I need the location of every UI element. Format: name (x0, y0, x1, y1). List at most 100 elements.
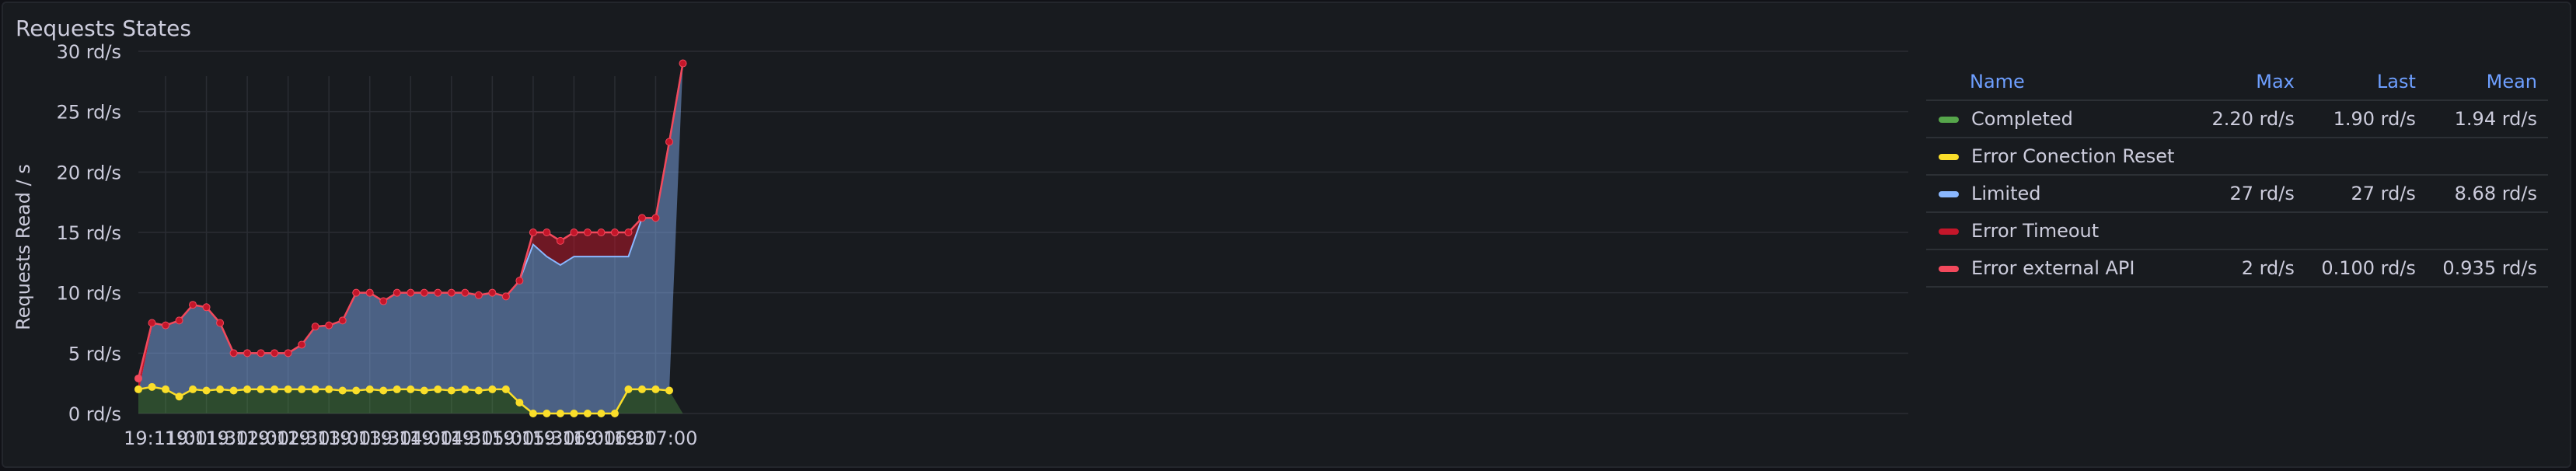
x-tick-label: 19:17:00 (614, 427, 698, 449)
y-tick-label: 25 rd/s (57, 102, 121, 124)
legend-label: Error Conection Reset (1971, 145, 2175, 167)
data-point (421, 289, 428, 296)
legend-header-mean[interactable]: Mean (2426, 64, 2548, 101)
data-point (651, 385, 660, 393)
legend-header-last[interactable]: Last (2305, 64, 2427, 101)
legend-mean-value: 8.68 rd/s (2426, 175, 2548, 213)
x-tick-label: 19:11:00 (124, 427, 208, 449)
legend-series-name[interactable]: Limited (1926, 175, 2197, 213)
data-point (597, 410, 606, 417)
data-point (448, 289, 455, 296)
data-point (679, 60, 686, 67)
data-point (407, 289, 414, 296)
data-point (134, 374, 142, 382)
x-tick-label: 19:13:00 (287, 427, 371, 449)
data-point (435, 289, 442, 296)
data-point (407, 385, 415, 393)
x-tick-label: 19:13:30 (328, 427, 412, 449)
x-tick-label: 19:15:00 (450, 427, 534, 449)
y-tick-label: 20 rd/s (57, 162, 121, 183)
data-point (284, 350, 291, 357)
data-point (489, 289, 496, 296)
data-point (366, 289, 373, 296)
data-point (298, 341, 305, 348)
data-point (230, 350, 237, 357)
x-tick-label: 19:12:00 (205, 427, 289, 449)
legend-row[interactable]: Error Timeout (1926, 212, 2548, 250)
y-tick-label: 10 rd/s (57, 283, 121, 305)
data-point (557, 237, 564, 244)
legend-max-value (2196, 212, 2305, 250)
data-point (584, 229, 591, 236)
data-point (556, 410, 564, 417)
legend-table: Name Max Last Mean Completed 2.20 rd/s 1.9… (1926, 64, 2548, 288)
data-point (243, 385, 252, 393)
completed-points (134, 382, 674, 417)
completed-line (138, 386, 670, 415)
data-point (516, 277, 523, 284)
data-point (162, 322, 169, 329)
data-point (176, 317, 183, 324)
data-point (462, 289, 469, 296)
legend-series-name[interactable]: Error Timeout (1926, 212, 2197, 250)
data-point (271, 385, 279, 393)
data-point (338, 386, 347, 395)
legend-last-value: 0.100 rd/s (2305, 249, 2427, 288)
data-point (284, 385, 292, 393)
y-tick-label: 5 rd/s (68, 343, 121, 365)
limited-area (138, 63, 683, 414)
data-point (652, 215, 659, 222)
data-point (311, 385, 319, 393)
legend-header-max[interactable]: Max (2196, 64, 2305, 101)
legend-row[interactable]: Completed 2.20 rd/s 1.90 rd/s 1.94 rd/s (1926, 100, 2548, 138)
y-axis-label: Requests Read / s (12, 164, 34, 330)
x-tick-label: 19:15:30 (491, 427, 575, 449)
legend-last-value (2305, 212, 2427, 250)
data-point (529, 229, 536, 236)
legend-label: Limited (1971, 183, 2041, 204)
data-point (434, 385, 442, 393)
legend-label: Error Timeout (1971, 220, 2100, 242)
legend-header-name[interactable]: Name (1926, 64, 2197, 101)
legend-series-name[interactable]: Completed (1926, 100, 2197, 138)
data-point (134, 385, 142, 393)
data-point (379, 386, 388, 395)
panel-title[interactable]: Requests States (16, 16, 191, 41)
legend-series-name[interactable]: Error Conection Reset (1926, 138, 2197, 176)
data-point (610, 410, 619, 417)
data-point (543, 410, 551, 417)
data-point (570, 410, 578, 417)
data-point (380, 298, 387, 305)
data-point (325, 385, 333, 393)
data-point (353, 289, 360, 296)
data-point (571, 229, 578, 236)
grid-lines (138, 51, 1908, 414)
legend-swatch (1939, 154, 1959, 160)
data-point (326, 322, 333, 329)
data-point (339, 317, 346, 324)
data-point (257, 350, 264, 357)
legend-row[interactable]: Limited 27 rd/s 27 rd/s 8.68 rd/s (1926, 175, 2548, 213)
y-tick-label: 30 rd/s (57, 41, 121, 63)
data-point (352, 386, 361, 395)
error-timeout-points (135, 60, 686, 392)
legend-row[interactable]: Error Conection Reset (1926, 138, 2548, 176)
data-point (474, 386, 483, 395)
data-point (637, 385, 646, 393)
legend-row[interactable]: Error external API 2 rd/s 0.100 rd/s 0.935 … (1926, 249, 2548, 288)
x-tick-label: 19:12:30 (246, 427, 330, 449)
data-point (202, 386, 211, 395)
data-point (312, 323, 319, 330)
data-point (475, 291, 482, 298)
data-point (244, 350, 251, 357)
data-point (665, 386, 674, 395)
legend-header-row: Name Max Last Mean (1926, 64, 2548, 101)
legend-last-value: 27 rd/s (2305, 175, 2427, 213)
x-tick-label: 19:14:00 (368, 427, 452, 449)
legend-swatch (1939, 191, 1959, 197)
legend-series-name[interactable]: Error external API (1926, 249, 2197, 288)
data-point (190, 302, 197, 309)
legend-last-value (2305, 138, 2427, 176)
data-point (543, 229, 550, 236)
